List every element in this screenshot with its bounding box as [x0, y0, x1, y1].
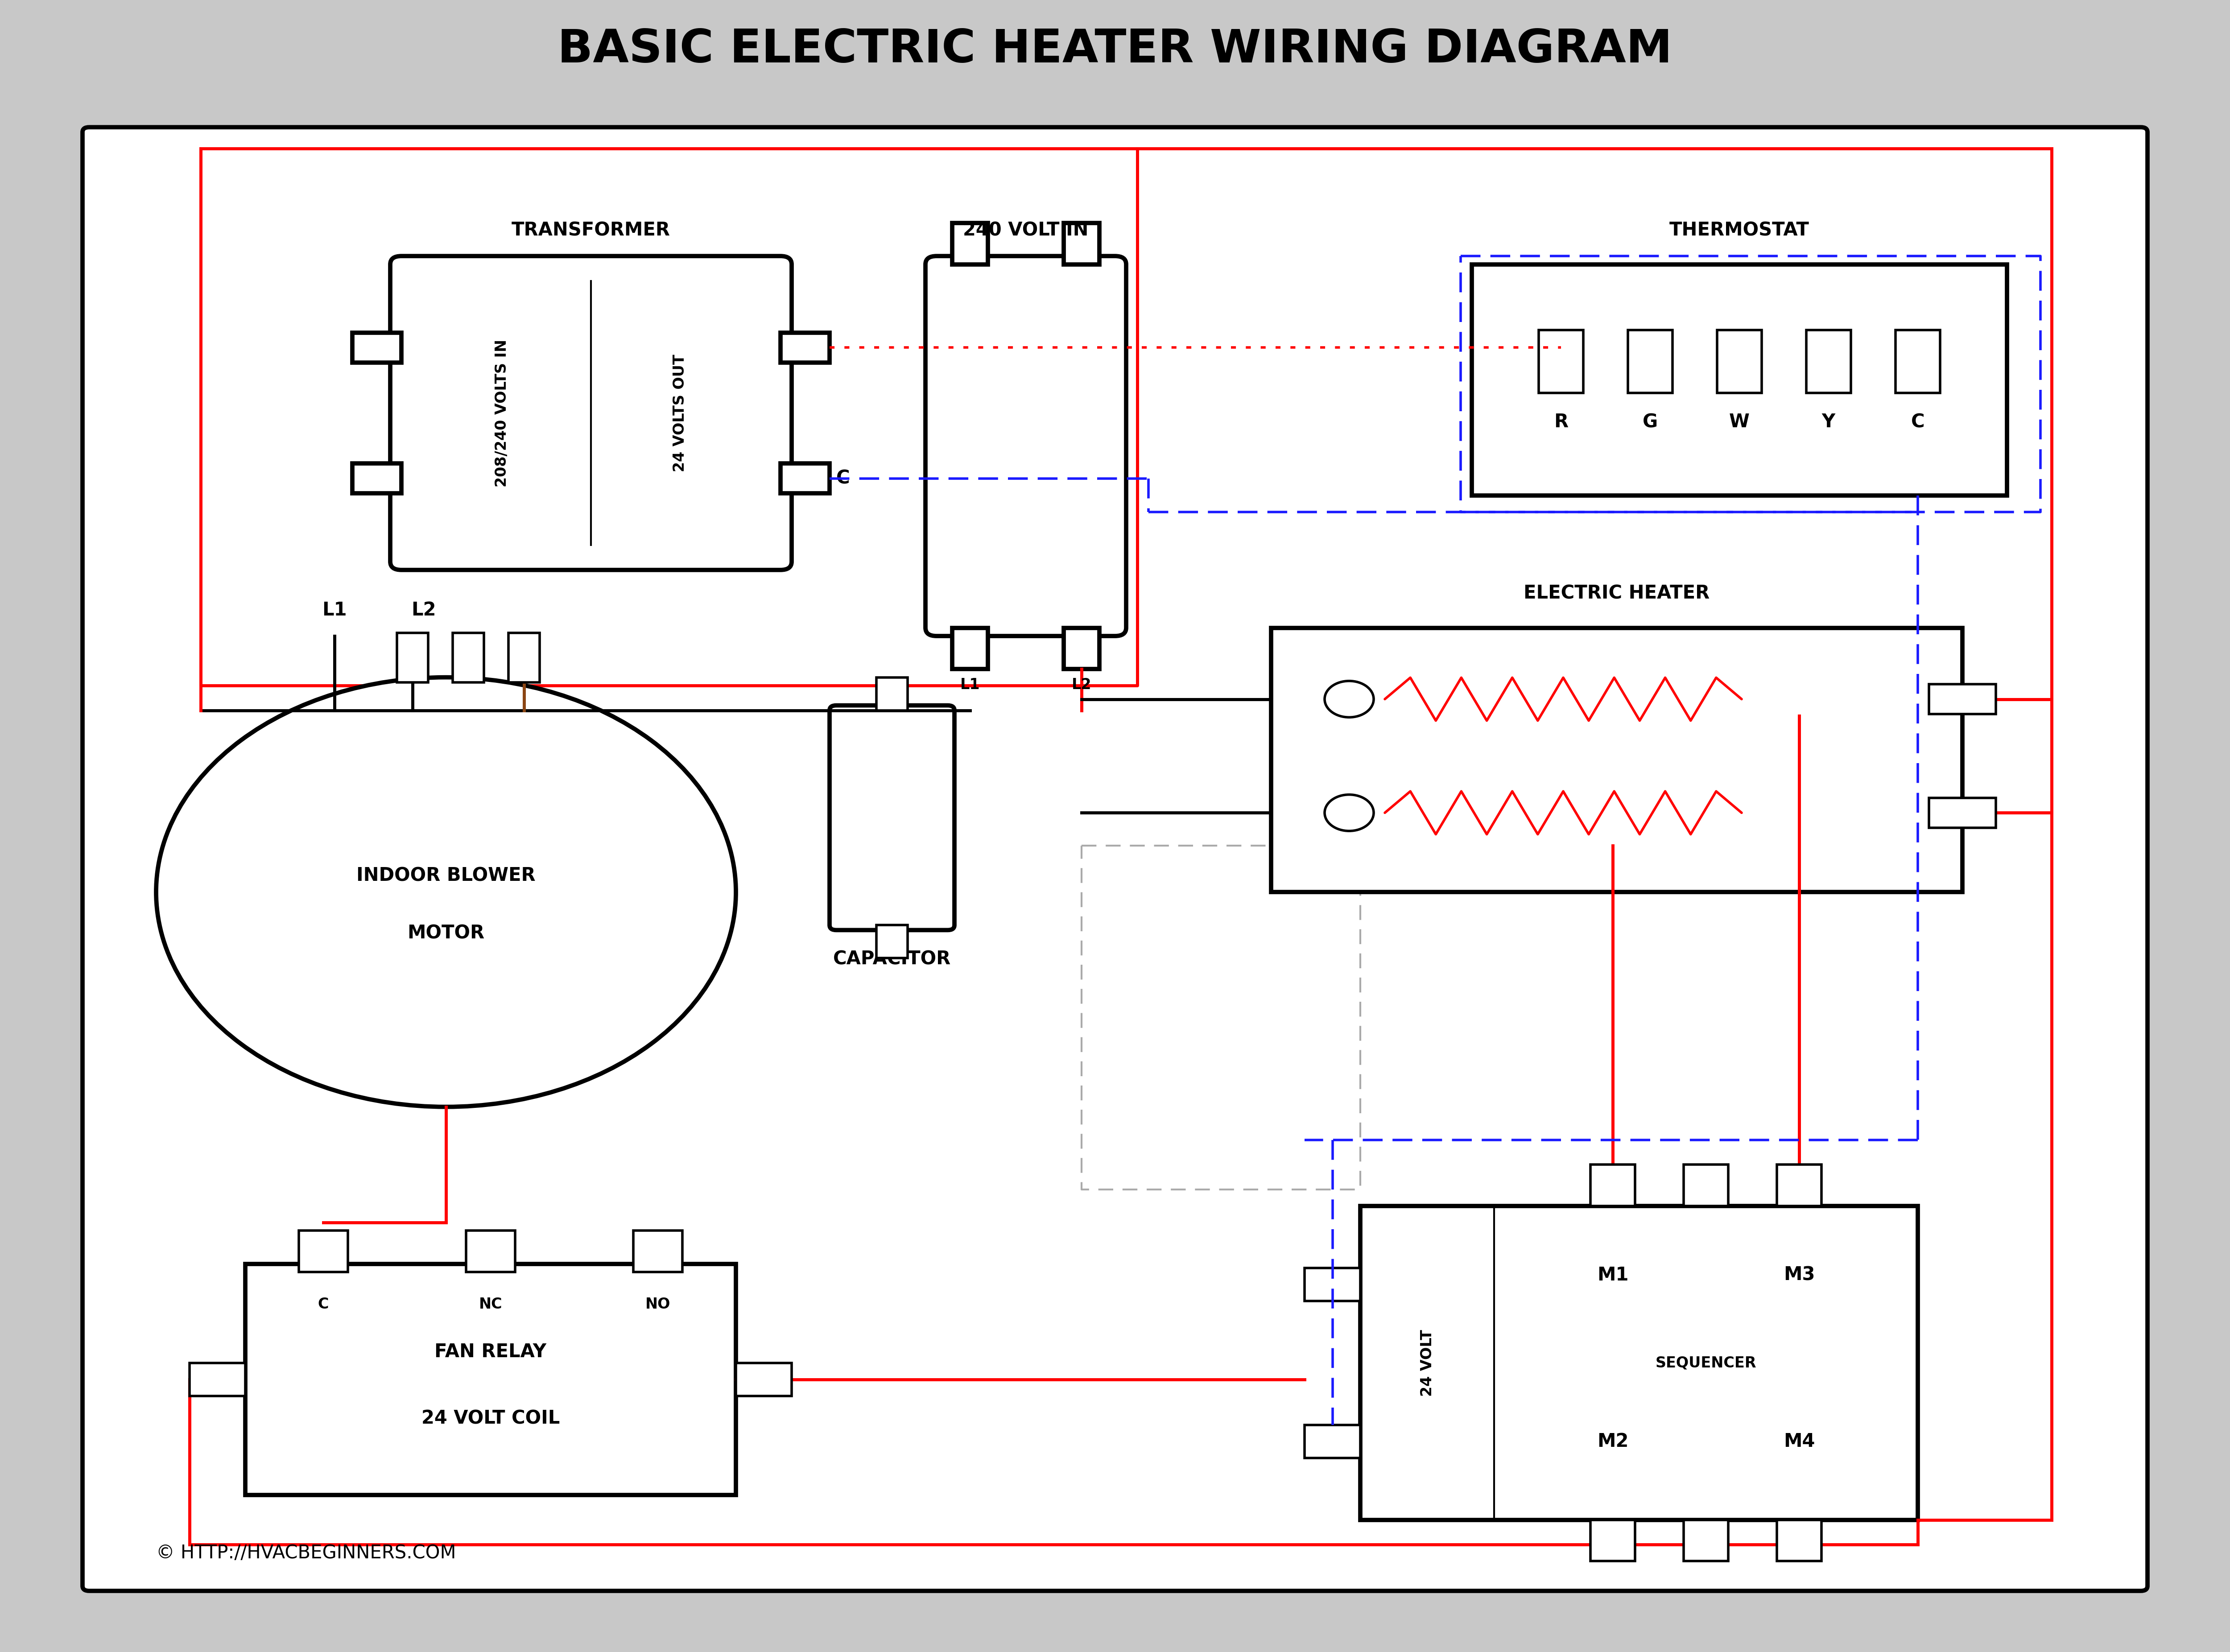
- Bar: [1271, 628, 1962, 892]
- Bar: [1590, 1165, 1635, 1206]
- Circle shape: [1325, 681, 1374, 717]
- Bar: [1896, 330, 1940, 393]
- Text: M3: M3: [1784, 1265, 1815, 1284]
- Text: C: C: [1911, 413, 1924, 431]
- Text: 240 VOLT IN: 240 VOLT IN: [963, 221, 1088, 240]
- Bar: [1684, 1520, 1728, 1561]
- Text: 24 VOLT COIL: 24 VOLT COIL: [421, 1409, 560, 1427]
- Bar: [1929, 798, 1996, 828]
- FancyBboxPatch shape: [83, 127, 2147, 1591]
- Bar: [245, 1264, 736, 1495]
- Bar: [1628, 330, 1672, 393]
- Bar: [633, 1231, 682, 1272]
- Text: C: C: [319, 1297, 328, 1312]
- Bar: [780, 464, 830, 494]
- Bar: [1305, 1424, 1360, 1459]
- Text: R: R: [1554, 413, 1568, 431]
- Circle shape: [1325, 795, 1374, 831]
- Text: M2: M2: [1597, 1432, 1628, 1450]
- Bar: [1472, 264, 2007, 496]
- Bar: [1590, 1520, 1635, 1561]
- Text: 208/240 VOLTS IN: 208/240 VOLTS IN: [495, 339, 508, 487]
- Bar: [1360, 1206, 1918, 1520]
- Text: NC: NC: [479, 1297, 502, 1312]
- Bar: [352, 332, 401, 362]
- Text: ELECTRIC HEATER: ELECTRIC HEATER: [1523, 585, 1710, 603]
- Bar: [352, 464, 401, 494]
- Text: L1: L1: [961, 677, 979, 692]
- Text: M4: M4: [1784, 1432, 1815, 1450]
- Bar: [1777, 1520, 1822, 1561]
- Bar: [736, 1363, 792, 1396]
- Text: W: W: [1728, 413, 1751, 431]
- FancyBboxPatch shape: [830, 705, 954, 930]
- Text: THERMOSTAT: THERMOSTAT: [1670, 221, 1809, 240]
- Bar: [466, 1231, 515, 1272]
- Text: TRANSFORMER: TRANSFORMER: [511, 221, 671, 240]
- Text: M1: M1: [1597, 1265, 1628, 1284]
- Text: L2: L2: [410, 601, 437, 620]
- Text: MOTOR: MOTOR: [408, 923, 484, 943]
- Bar: [876, 677, 908, 710]
- Bar: [952, 628, 988, 669]
- Circle shape: [156, 677, 736, 1107]
- Text: SEQUENCER: SEQUENCER: [1655, 1356, 1757, 1370]
- Bar: [1777, 1165, 1822, 1206]
- Text: C: C: [836, 469, 850, 487]
- Bar: [1717, 330, 1762, 393]
- Text: Y: Y: [1822, 413, 1835, 431]
- Bar: [1806, 330, 1851, 393]
- Bar: [453, 633, 484, 682]
- Text: INDOOR BLOWER: INDOOR BLOWER: [357, 866, 535, 885]
- Bar: [1539, 330, 1583, 393]
- Bar: [876, 925, 908, 958]
- Text: L1: L1: [321, 601, 348, 620]
- Text: CAPACITOR: CAPACITOR: [834, 950, 950, 968]
- Bar: [780, 332, 830, 362]
- Text: L2: L2: [1073, 677, 1090, 692]
- Text: NO: NO: [644, 1297, 671, 1312]
- Bar: [508, 633, 540, 682]
- Bar: [1305, 1269, 1360, 1302]
- Text: © HTTP://HVACBEGINNERS.COM: © HTTP://HVACBEGINNERS.COM: [156, 1543, 457, 1563]
- Text: FAN RELAY: FAN RELAY: [435, 1343, 546, 1361]
- Text: G: G: [1644, 413, 1657, 431]
- Text: 24 VOLT: 24 VOLT: [1421, 1330, 1434, 1396]
- Bar: [1064, 223, 1099, 264]
- Bar: [952, 223, 988, 264]
- Bar: [1929, 684, 1996, 714]
- Text: 24 VOLTS OUT: 24 VOLTS OUT: [673, 354, 687, 472]
- FancyBboxPatch shape: [925, 256, 1126, 636]
- Bar: [190, 1363, 245, 1396]
- Bar: [397, 633, 428, 682]
- Bar: [299, 1231, 348, 1272]
- Bar: [1064, 628, 1099, 669]
- Bar: [1684, 1165, 1728, 1206]
- FancyBboxPatch shape: [390, 256, 792, 570]
- Text: BASIC ELECTRIC HEATER WIRING DIAGRAM: BASIC ELECTRIC HEATER WIRING DIAGRAM: [558, 26, 1672, 73]
